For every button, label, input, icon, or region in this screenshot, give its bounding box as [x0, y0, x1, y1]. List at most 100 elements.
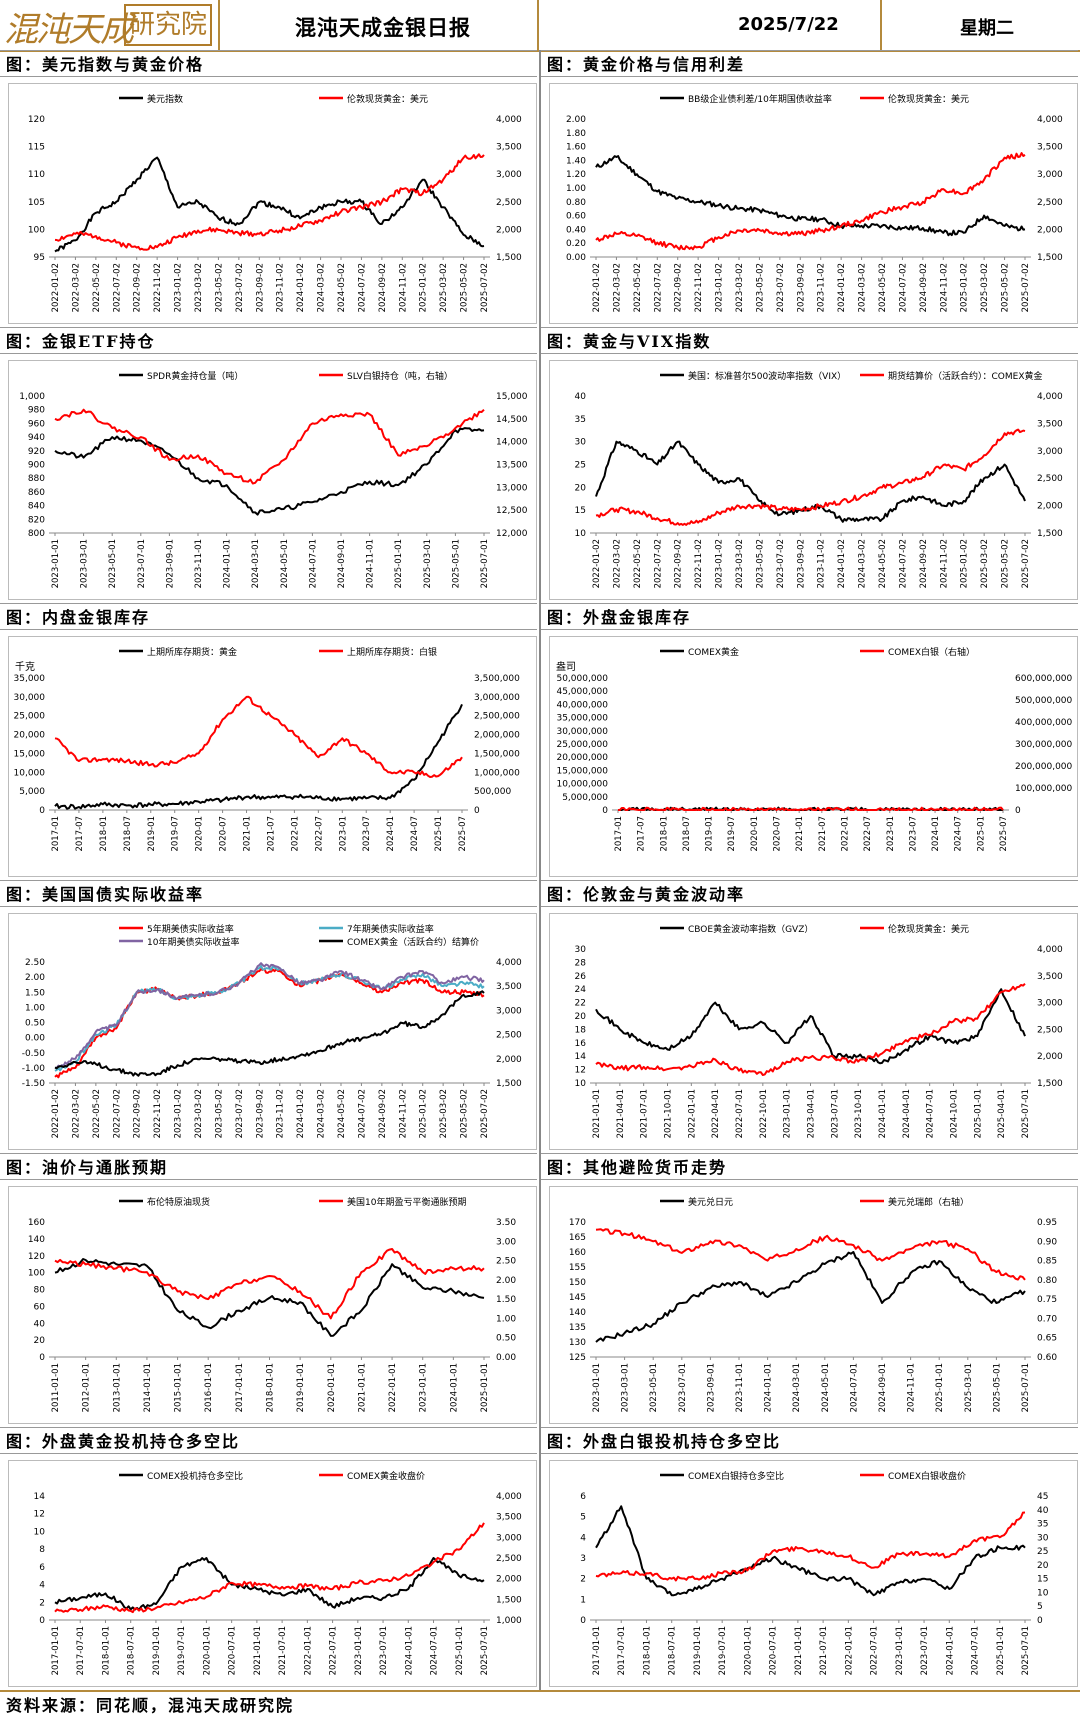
y-tick-label: 25,000	[14, 712, 46, 722]
y2-tick-label: 2,000,000	[474, 731, 520, 741]
y-tick-label: 1.00	[25, 1003, 45, 1013]
y-tick-label: 150	[569, 1278, 586, 1288]
x-tick-label: 2022-05-02	[633, 263, 643, 312]
legend-label: 美元兑瑞郎（右轴）	[888, 1196, 969, 1208]
y2-tick-label: 30	[1037, 1533, 1049, 1543]
x-tick-label: 2014-01-01	[143, 1363, 153, 1412]
x-tick-label: 2023-11-01	[194, 539, 204, 588]
y-tick-label: 40	[34, 1319, 46, 1329]
x-tick-label: 2021-07	[266, 816, 276, 852]
y2-tick-label: 0.90	[1037, 1237, 1057, 1247]
x-tick-label: 2012-01-01	[82, 1363, 92, 1412]
y2-tick-label: 0.80	[1037, 1276, 1057, 1286]
legend-label: 10年期美债实际收益率	[147, 936, 239, 948]
x-tick-label: 2023-01-01	[592, 1363, 602, 1412]
y-tick-label: 2.50	[25, 958, 45, 968]
y2-tick-label: 15,000	[496, 392, 528, 402]
x-tick-label: 2018-07	[682, 816, 692, 852]
x-tick-label: 2017-07-01	[617, 1626, 627, 1675]
legend-label: COMEX黄金（活跃合约）结算价	[347, 936, 479, 948]
y2-tick-label: 0.75	[1037, 1295, 1057, 1305]
x-tick-label: 2024-03-02	[858, 263, 868, 312]
chart-frame: 美元指数 伦敦现货黄金：美元 95 100 105 110 115 120 1,500 2,000…	[8, 83, 537, 324]
x-tick-label: 2025-07-01	[1021, 1626, 1031, 1675]
y-tick-label: 5,000	[19, 787, 45, 797]
chart-svg: 美元兑日元 美元兑瑞郎（右轴） 125 130 135 140 145 150 155 160 16…	[569, 1196, 1058, 1412]
x-tick-label: 2024-01-02	[837, 539, 847, 588]
legend-label: BB级企业债利差/10年期国债收益率	[688, 93, 832, 105]
y2-tick-label: 500,000	[474, 787, 511, 797]
x-tick-label: 2024-07-01	[849, 1363, 859, 1412]
x-tick-label: 2022-04-01	[711, 1089, 721, 1138]
y2-tick-label: 3,500	[496, 1513, 522, 1523]
x-tick-label: 2024-07-02	[357, 263, 367, 312]
y2-tick-label: 1,500	[496, 1595, 522, 1605]
x-tick-label: 2022-05-02	[92, 1089, 102, 1138]
y2-tick-label: 2,500	[1037, 474, 1063, 484]
x-tick-label: 2021-07-01	[819, 1626, 829, 1675]
y-tick-label: 8	[39, 1545, 45, 1555]
y2-tick-label: 600,000,000	[1015, 674, 1073, 684]
x-tick-label: 2022-07-02	[112, 1089, 122, 1138]
y-tick-label: 920	[28, 447, 45, 457]
y-tick-label: 20,000	[14, 731, 46, 741]
x-tick-label: 2024-03-02	[317, 263, 327, 312]
y-tick-label: 135	[569, 1323, 586, 1333]
y2-tick-label: 2,000	[496, 1575, 522, 1585]
x-tick-label: 2023-01-01	[895, 1626, 905, 1675]
x-tick-label: 2025-07-01	[480, 1626, 490, 1675]
y-tick-label: 14	[34, 1492, 46, 1502]
y2-tick-label: 3,500	[1037, 143, 1063, 153]
x-tick-label: 2023-09-02	[796, 539, 806, 588]
series-line	[54, 153, 485, 251]
chart-panel: 图：内盘金银库存 上期所库存期货：黄金 上期所库存期货：白银 千克 0 5,000 10,0…	[0, 603, 537, 880]
y-tick-label: 170	[569, 1218, 586, 1228]
y2-tick-label: 3,000	[1037, 999, 1063, 1009]
x-tick-label: 2022-01-01	[687, 1089, 697, 1138]
y-tick-label: 40,000,000	[556, 700, 608, 710]
series-line	[54, 1522, 485, 1614]
y2-tick-label: 1,500	[1037, 529, 1063, 539]
legend-label: 伦敦现货黄金：美元	[888, 93, 969, 105]
x-tick-label: 2025-03-01	[423, 539, 433, 588]
y-tick-label: 0	[580, 1616, 586, 1626]
x-tick-label: 2023-07	[362, 816, 372, 852]
x-tick-label: 2022-11-02	[153, 263, 163, 312]
y-tick-label: -1.50	[22, 1079, 46, 1089]
x-tick-label: 2024-01-01	[945, 1626, 955, 1675]
chart-title: 图：其他避险货币走势	[541, 1153, 1078, 1180]
x-tick-label: 2022-07-02	[653, 263, 663, 312]
y2-tick-label: 0	[1015, 806, 1021, 816]
y-tick-label: 95	[34, 253, 45, 263]
y-tick-label: 100	[28, 1269, 45, 1279]
y-tick-label: 165	[569, 1233, 586, 1243]
y2-tick-label: 3,500	[1037, 972, 1063, 982]
x-tick-label: 2025-01-02	[419, 1089, 429, 1138]
x-tick-label: 2025-01-02	[960, 263, 970, 312]
x-tick-label: 2022-09-02	[674, 539, 684, 588]
x-tick-label: 2023-01-02	[715, 263, 725, 312]
y2-tick-label: 300,000,000	[1015, 740, 1073, 750]
chart-svg: COMEX白银持仓多空比 COMEX白银收盘价012345605101520253…	[580, 1470, 1049, 1675]
x-tick-label: 2025-07-01	[480, 539, 490, 588]
chart-panel: 图：黄金与VIX指数 美国：标准普尔500波动率指数（VIX） 期货结算价（活跃合约…	[541, 327, 1078, 603]
x-tick-label: 2024-11-02	[398, 263, 408, 312]
chart-panel: 图：外盘黄金投机持仓多空比 COMEX投机持仓多空比 COMEX黄金收盘价 0 2 4 6 8…	[0, 1427, 537, 1690]
chart-panel: 图：油价与通胀预期 布伦特原油现货 美国10年期盈亏平衡通胀预期 0 20 40 60 80 1…	[0, 1153, 537, 1427]
x-tick-label: 2022-10-01	[759, 1089, 769, 1138]
chart-title: 图：内盘金银库存	[0, 603, 537, 630]
chart-frame: BB级企业债利差/10年期国债收益率 伦敦现货黄金：美元 0.00 0.20 0.40 0…	[549, 83, 1078, 324]
x-tick-label: 2022-01-02	[51, 263, 61, 312]
x-tick-label: 2015-01-01	[174, 1363, 184, 1412]
y-tick-label: 30,000	[14, 693, 46, 703]
series-line	[54, 408, 485, 485]
x-tick-label: 2023-05-01	[649, 1363, 659, 1412]
y-tick-label: 1.50	[25, 988, 45, 998]
x-tick-label: 2024-07-02	[898, 263, 908, 312]
y2-tick-label: 2.50	[496, 1257, 516, 1267]
x-tick-label: 2022-11-02	[153, 1089, 163, 1138]
y-tick-label: 1.80	[566, 129, 586, 139]
chart-frame: SPDR黄金持仓量（吨） SLV白银持仓（吨，右轴） 800 820 840 860 880…	[8, 360, 537, 600]
x-tick-label: 2025-01-02	[960, 539, 970, 588]
series-line	[54, 1258, 485, 1337]
